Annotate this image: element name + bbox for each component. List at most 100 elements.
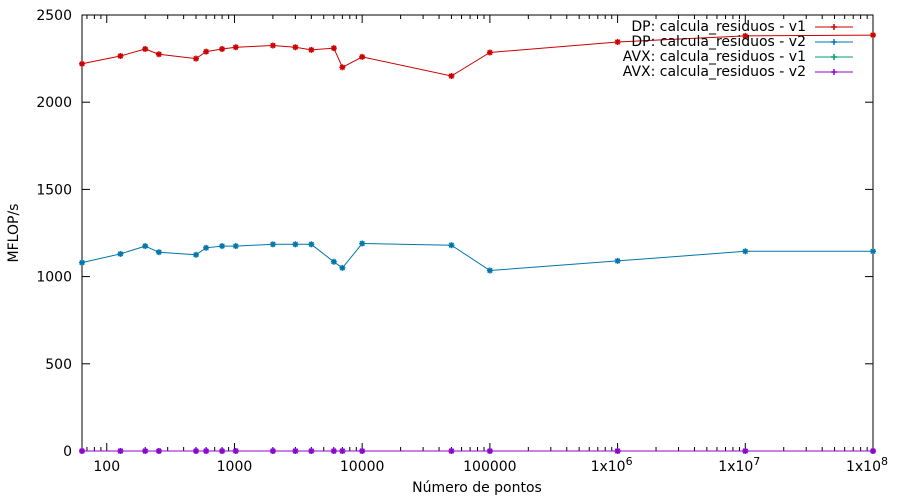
point-mark-d2: [193, 252, 199, 258]
data-point: [203, 244, 210, 251]
y-tick-label: 0: [63, 444, 72, 460]
x-tick-label: 100: [93, 459, 120, 475]
point-mark-d2: [359, 240, 365, 247]
data-point: [486, 267, 493, 274]
x-axis: 100 1000 10000 100000 1x106 1x107 1x108: [86, 15, 888, 475]
point-mark-d2: [870, 248, 876, 255]
point-mark-d2: [142, 243, 148, 249]
point-mark-d2: [203, 48, 209, 55]
point-mark-d2: [292, 44, 299, 50]
data-point: [142, 46, 149, 53]
point-mark-d2: [614, 39, 621, 45]
data-point: [308, 46, 315, 53]
legend-label: DP: calcula_residuos - v2: [631, 34, 806, 50]
data-point: [232, 44, 239, 51]
point-mark-d2: [308, 241, 315, 248]
plot-frame: [81, 14, 874, 452]
data-point: [870, 248, 876, 255]
point-mark-d2: [233, 243, 239, 249]
data-point: [79, 448, 85, 454]
data-point: [359, 448, 366, 454]
point-mark-d2: [219, 448, 225, 454]
x-tick-label: 1x106: [591, 455, 633, 475]
series-2: [79, 240, 876, 274]
data-point: [339, 64, 346, 71]
data-point: [117, 52, 124, 59]
point-mark-d2: [79, 61, 85, 67]
series-layer: [79, 32, 876, 454]
data-point: [292, 241, 299, 248]
point-mark-d2: [331, 259, 337, 265]
data-point: [448, 242, 455, 249]
data-point: [448, 73, 455, 80]
x-tick-label: 1x107: [718, 455, 760, 475]
data-point: [486, 448, 493, 454]
point-mark-d2: [339, 448, 346, 454]
point-mark-d2: [487, 49, 493, 56]
x-axis-label: Número de pontos: [412, 480, 542, 496]
data-point: [292, 448, 299, 454]
point-mark-d2: [614, 448, 621, 454]
point-mark-d2: [742, 33, 749, 39]
data-point: [308, 448, 315, 454]
data-point: [219, 448, 226, 454]
data-point: [79, 259, 85, 266]
point-mark-d2: [614, 258, 621, 264]
data-point: [117, 448, 124, 454]
point-mark-d2: [156, 448, 162, 454]
data-point: [742, 448, 749, 454]
series-line: [81, 242, 873, 272]
series-1: [79, 32, 876, 80]
point-mark-d2: [292, 241, 299, 248]
point-mark-d2: [270, 42, 276, 49]
point-mark-d2: [487, 448, 493, 454]
point-mark-d2: [79, 259, 85, 266]
point-mark-d2: [870, 32, 876, 38]
y-axis: 0 500 1000 1500 2000 2500: [36, 8, 873, 460]
point-mark-d2: [219, 46, 225, 52]
point-mark-d2: [742, 448, 749, 454]
point-mark-d2: [203, 245, 209, 251]
point-mark-d2: [331, 448, 337, 454]
data-point: [359, 53, 366, 60]
data-point: [232, 243, 239, 250]
point-mark-d2: [156, 249, 162, 255]
data-point: [448, 448, 455, 454]
data-point: [155, 249, 162, 256]
data-point: [269, 42, 276, 49]
point-mark-d2: [203, 448, 209, 454]
point-mark-d2: [156, 51, 162, 57]
data-point: [232, 448, 239, 454]
point-mark-d2: [117, 53, 124, 59]
data-point: [308, 241, 315, 248]
data-point: [203, 48, 210, 55]
y-tick-label: 1500: [36, 182, 72, 198]
point-mark-d2: [233, 44, 239, 50]
data-point: [219, 243, 226, 250]
point-mark-d2: [359, 448, 365, 454]
data-point: [339, 448, 346, 454]
point-mark-d2: [331, 45, 337, 51]
data-point: [486, 49, 493, 56]
data-point: [870, 448, 876, 454]
x-tick-exponent: 8: [881, 455, 888, 468]
point-mark-d2: [448, 448, 455, 454]
data-point: [193, 448, 200, 454]
point-mark-d2: [79, 448, 85, 454]
point-mark-d2: [308, 448, 315, 454]
data-point: [359, 240, 366, 247]
data-point: [292, 44, 299, 51]
point-mark-d2: [193, 448, 199, 454]
data-point: [614, 39, 621, 46]
data-point: [614, 448, 621, 454]
y-tick-label: 500: [45, 357, 72, 373]
point-mark-d2: [487, 267, 493, 274]
point-mark-d2: [308, 47, 315, 53]
data-point: [614, 257, 621, 264]
point-mark-d2: [448, 73, 455, 79]
y-tick-label: 2500: [36, 8, 72, 24]
y-axis-label: MFLOP/s: [6, 204, 22, 263]
point-mark-d2: [219, 243, 225, 249]
y-tick-label: 2000: [36, 95, 72, 111]
